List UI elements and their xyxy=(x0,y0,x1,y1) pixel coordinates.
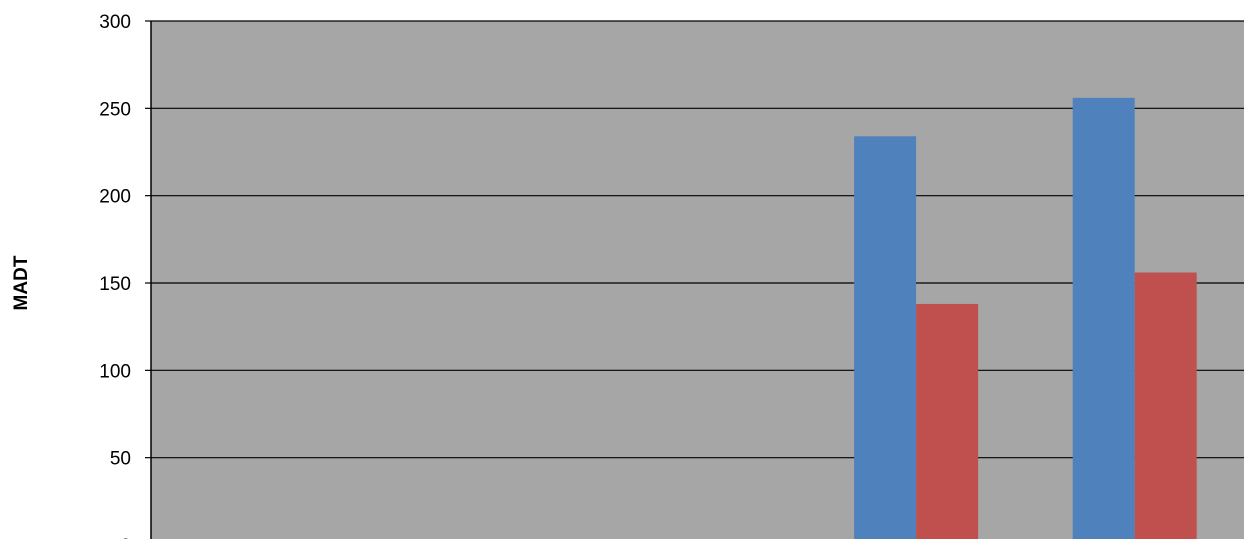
gridlines xyxy=(145,20,1244,459)
y-tick-label: 300 xyxy=(99,12,131,33)
bar-series-2-category-4 xyxy=(916,303,979,539)
bars xyxy=(854,97,1197,539)
y-tick-label: 0 xyxy=(120,536,131,539)
y-tick-label: 250 xyxy=(99,99,131,120)
y-tick-label: 200 xyxy=(99,187,131,208)
y-tick-label: 100 xyxy=(99,361,131,382)
y-tick-label: 150 xyxy=(99,274,131,295)
y-tick-label: 50 xyxy=(110,449,131,470)
bar-series-2-category-5 xyxy=(1134,272,1197,539)
plot-area xyxy=(151,21,1244,539)
y-axis-title: MADT xyxy=(11,255,32,310)
bar-series-1-category-5 xyxy=(1072,97,1135,539)
y-tick-labels: 0 50 100 150 200 250 300 xyxy=(99,12,131,539)
bar-series-1-category-4 xyxy=(854,136,917,539)
